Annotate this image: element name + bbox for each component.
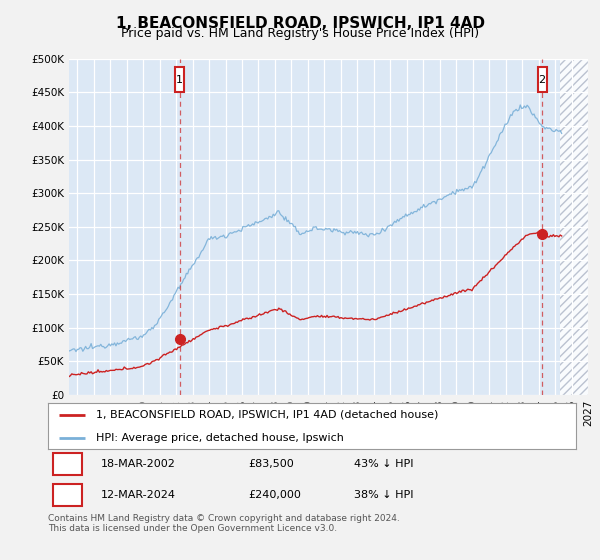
Text: 2: 2 xyxy=(538,74,545,85)
FancyBboxPatch shape xyxy=(538,67,547,92)
FancyBboxPatch shape xyxy=(53,484,82,506)
Text: Price paid vs. HM Land Registry's House Price Index (HPI): Price paid vs. HM Land Registry's House … xyxy=(121,27,479,40)
Text: Contains HM Land Registry data © Crown copyright and database right 2024.
This d: Contains HM Land Registry data © Crown c… xyxy=(48,514,400,534)
Text: 1, BEACONSFIELD ROAD, IPSWICH, IP1 4AD (detached house): 1, BEACONSFIELD ROAD, IPSWICH, IP1 4AD (… xyxy=(95,410,438,419)
Text: 1: 1 xyxy=(176,74,183,85)
Text: HPI: Average price, detached house, Ipswich: HPI: Average price, detached house, Ipsw… xyxy=(95,433,343,442)
Text: 1, BEACONSFIELD ROAD, IPSWICH, IP1 4AD: 1, BEACONSFIELD ROAD, IPSWICH, IP1 4AD xyxy=(115,16,485,31)
Text: 12-MAR-2024: 12-MAR-2024 xyxy=(101,490,176,500)
FancyBboxPatch shape xyxy=(53,452,82,475)
Text: £83,500: £83,500 xyxy=(248,459,295,469)
Text: 2: 2 xyxy=(64,490,71,500)
FancyBboxPatch shape xyxy=(175,67,184,92)
Text: 1: 1 xyxy=(64,459,71,469)
Text: 18-MAR-2002: 18-MAR-2002 xyxy=(101,459,176,469)
Text: 43% ↓ HPI: 43% ↓ HPI xyxy=(354,459,414,469)
Text: £240,000: £240,000 xyxy=(248,490,302,500)
Text: 38% ↓ HPI: 38% ↓ HPI xyxy=(354,490,414,500)
